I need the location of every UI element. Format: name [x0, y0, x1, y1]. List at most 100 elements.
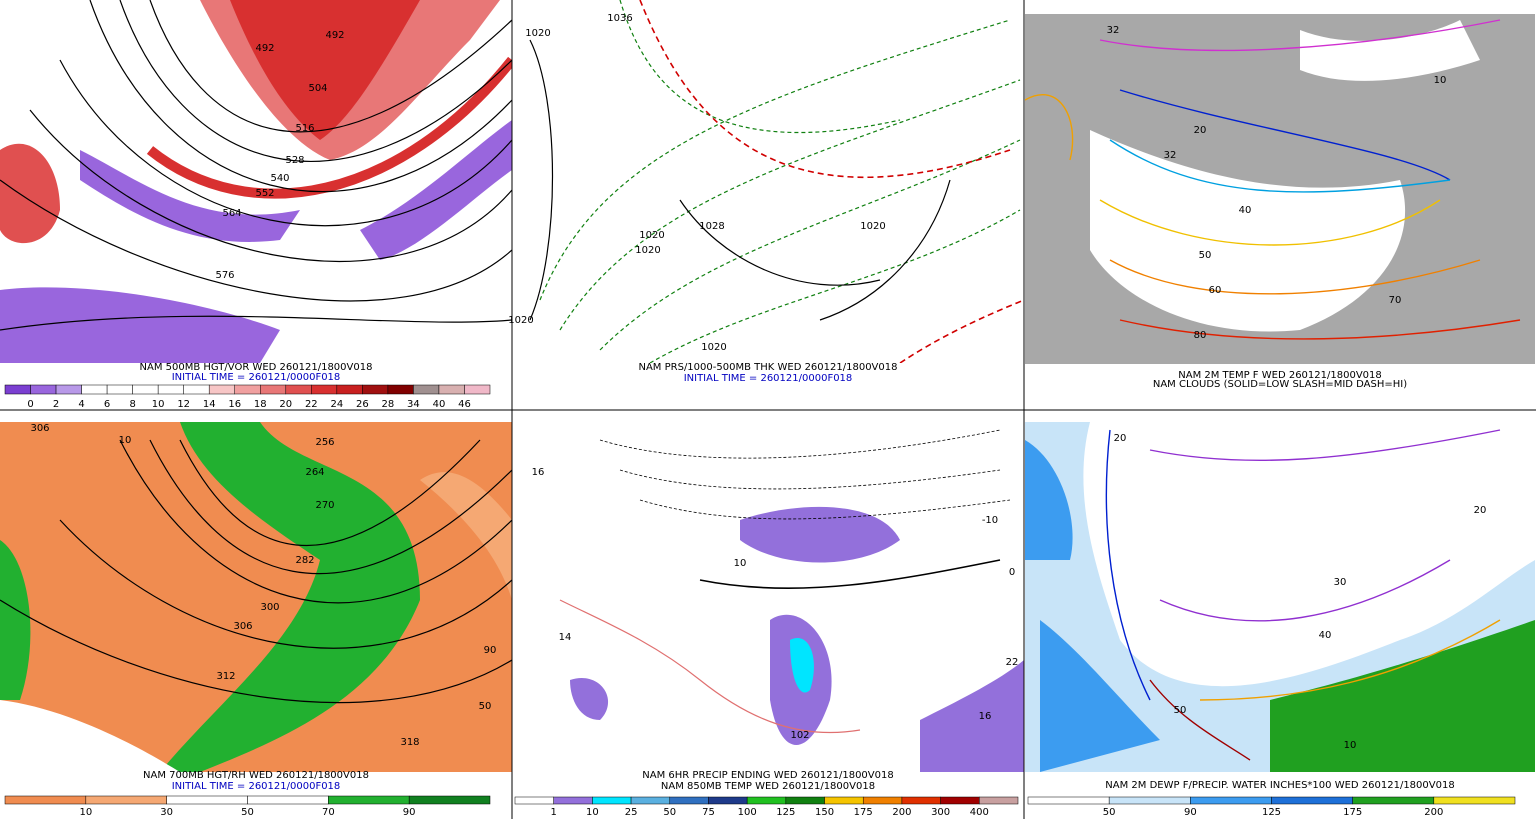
contour-label: 1020	[525, 28, 550, 39]
contour-label: 516	[295, 123, 314, 134]
caption: NAM 6HR PRECIP ENDING WED 260121/1800V01…	[642, 770, 893, 781]
colorbar-swatch	[208, 384, 235, 395]
colorbar-swatch	[183, 384, 210, 395]
caption: NAM CLOUDS (SOLID=LOW SLASH=MID DASH=HI)	[1153, 379, 1407, 390]
contour-label: 312	[216, 671, 235, 682]
colorbar-swatch	[81, 384, 108, 395]
contour-label: 32	[1107, 25, 1120, 36]
contour-label: 576	[215, 270, 234, 281]
colorbar-label: 100	[738, 807, 757, 818]
caption: NAM 700MB HGT/RH WED 260121/1800V018	[143, 770, 369, 781]
colorbar-label: 20	[279, 399, 292, 410]
colorbar-swatch	[824, 796, 864, 805]
colorbar-swatch	[669, 796, 709, 805]
colorbar-swatch	[553, 796, 593, 805]
map-2m-temp	[1025, 14, 1535, 364]
contour-label: 50	[1199, 250, 1212, 261]
contour-label: 70	[1389, 295, 1402, 306]
contour-label: 1036	[607, 13, 632, 24]
colorbar-swatch	[438, 384, 465, 395]
contour-label: 552	[255, 188, 274, 199]
colorbar-swatch	[30, 384, 57, 395]
map-precip-850	[512, 422, 1024, 772]
colorbar-label: 4	[78, 399, 84, 410]
contour-label: 20	[1194, 125, 1207, 136]
contour-label: 256	[315, 437, 334, 448]
colorbar-swatch	[1027, 796, 1110, 805]
colorbar-label: 14	[203, 399, 216, 410]
colorbar-swatch	[708, 796, 748, 805]
contour-label: 1020	[508, 315, 533, 326]
colorbar-label: 50	[663, 807, 676, 818]
caption: NAM 500MB HGT/VOR WED 260121/1800V018	[140, 362, 373, 373]
contour-label: 270	[315, 500, 334, 511]
colorbar-label: 16	[228, 399, 241, 410]
colorbar-swatch	[234, 384, 261, 395]
colorbar-swatch	[592, 796, 632, 805]
colorbar-swatch	[630, 796, 671, 805]
colorbar-swatch	[157, 384, 184, 395]
contour-label: 492	[325, 30, 344, 41]
colorbar-label: 0	[27, 399, 33, 410]
contour-label: 282	[295, 555, 314, 566]
colorbar-label: 90	[1184, 807, 1197, 818]
colorbar-swatch	[979, 796, 1019, 805]
colorbar-swatch	[746, 796, 787, 805]
colorbar-label: 175	[854, 807, 873, 818]
contour-label: 30	[1334, 577, 1347, 588]
colorbar-label: 6	[104, 399, 110, 410]
colorbar-swatch	[328, 795, 410, 805]
colorbar-label: 90	[403, 807, 416, 818]
contour-label: 22	[1006, 657, 1019, 668]
caption: NAM PRS/1000-500MB THK WED 260121/1800V0…	[638, 362, 897, 373]
colorbar-swatch	[514, 796, 554, 805]
contour-label: 32	[1164, 150, 1177, 161]
contour-label: 10	[1434, 75, 1447, 86]
colorbar-label: 26	[356, 399, 369, 410]
caption: NAM 850MB TEMP WED 260121/1800V018	[661, 781, 875, 792]
contour-label: 20	[1114, 433, 1127, 444]
caption: NAM 2M DEWP F/PRECIP. WATER INCHES*100 W…	[1105, 780, 1454, 791]
contour-label: 1020	[639, 230, 664, 241]
contour-label: -10	[982, 515, 998, 526]
contour-label: 1020	[860, 221, 885, 232]
colorbar-label: 46	[458, 399, 471, 410]
colorbar-label: 70	[322, 807, 335, 818]
colorbar-label: 200	[1424, 807, 1443, 818]
colorbar-label: 125	[1262, 807, 1281, 818]
colorbar-label: 175	[1343, 807, 1362, 818]
colorbar-label: 28	[382, 399, 395, 410]
colorbar-label: 1	[551, 807, 557, 818]
colorbar-swatch	[132, 384, 159, 395]
contour-label: 60	[1209, 285, 1222, 296]
colorbar-swatch	[106, 384, 133, 395]
contour-label: 504	[308, 83, 327, 94]
colorbar-swatch	[285, 384, 312, 395]
contour-label: 10	[1344, 740, 1357, 751]
contour-label: 10	[119, 435, 132, 446]
caption: INITIAL TIME = 260121/0000F018	[172, 372, 341, 383]
colorbar-swatch	[387, 384, 414, 395]
colorbar-swatch	[4, 795, 87, 805]
map-700mb	[0, 422, 512, 772]
colorbar-swatch	[901, 796, 941, 805]
colorbar-label: 300	[931, 807, 950, 818]
contour-label: 300	[260, 602, 279, 613]
colorbar-label: 75	[702, 807, 715, 818]
colorbar-label: 34	[407, 399, 420, 410]
colorbar-swatch	[247, 795, 329, 805]
contour-label: 306	[233, 621, 252, 632]
contour-label: 10	[734, 558, 747, 569]
contour-label: 318	[400, 737, 419, 748]
contour-label: 50	[479, 701, 492, 712]
colorbar-label: 40	[433, 399, 446, 410]
colorbar-swatch	[311, 384, 338, 395]
colorbar-label: 10	[152, 399, 165, 410]
colorbar-swatch	[1271, 796, 1353, 805]
colorbar-swatch	[862, 796, 903, 805]
colorbar-swatch	[408, 795, 491, 805]
colorbar-swatch	[464, 384, 491, 395]
colorbar-label: 25	[625, 807, 638, 818]
colorbar-label: 2	[53, 399, 59, 410]
colorbar-swatch	[166, 795, 248, 805]
